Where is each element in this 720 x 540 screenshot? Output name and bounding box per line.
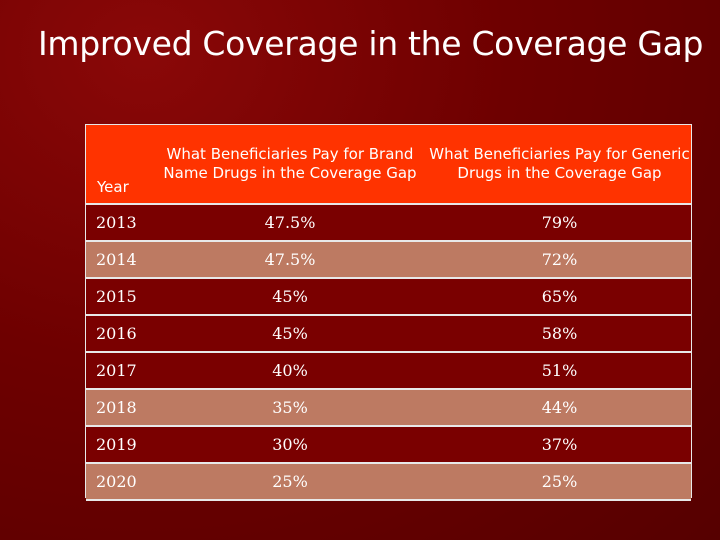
cell-generic: 25% — [428, 463, 691, 501]
cell-year: 2015 — [86, 278, 152, 316]
slide-title: Improved Coverage in the Coverage Gap — [38, 24, 704, 63]
cell-year: 2020 — [86, 463, 152, 501]
header-year: Year — [86, 125, 152, 205]
cell-brand: 47.5% — [152, 204, 428, 242]
header-generic: What Beneficiaries Pay for Generic Drugs… — [428, 125, 691, 205]
cell-year: 2018 — [86, 389, 152, 427]
table-row: 2017 40% 51% — [86, 352, 691, 390]
coverage-table: Year What Beneficiaries Pay for Brand Na… — [86, 125, 691, 501]
cell-brand: 45% — [152, 315, 428, 353]
header-brand-name: What Beneficiaries Pay for Brand Name Dr… — [152, 125, 428, 205]
cell-generic: 79% — [428, 204, 691, 242]
cell-year: 2017 — [86, 352, 152, 390]
table-row: 2016 45% 58% — [86, 315, 691, 353]
table-header-row: Year What Beneficiaries Pay for Brand Na… — [86, 125, 691, 205]
cell-brand: 40% — [152, 352, 428, 390]
table-row: 2014 47.5% 72% — [86, 241, 691, 279]
cell-brand: 45% — [152, 278, 428, 316]
cell-generic: 65% — [428, 278, 691, 316]
cell-brand: 35% — [152, 389, 428, 427]
table-row: 2013 47.5% 79% — [86, 204, 691, 242]
table-row: 2019 30% 37% — [86, 426, 691, 464]
cell-year: 2019 — [86, 426, 152, 464]
cell-brand: 47.5% — [152, 241, 428, 279]
table-row: 2018 35% 44% — [86, 389, 691, 427]
cell-year: 2016 — [86, 315, 152, 353]
cell-generic: 72% — [428, 241, 691, 279]
cell-brand: 25% — [152, 463, 428, 501]
cell-year: 2014 — [86, 241, 152, 279]
coverage-table-container: Year What Beneficiaries Pay for Brand Na… — [85, 124, 692, 501]
table-row: 2015 45% 65% — [86, 278, 691, 316]
cell-generic: 51% — [428, 352, 691, 390]
cell-generic: 44% — [428, 389, 691, 427]
cell-generic: 58% — [428, 315, 691, 353]
cell-year: 2013 — [86, 204, 152, 242]
table-row: 2020 25% 25% — [86, 463, 691, 501]
cell-generic: 37% — [428, 426, 691, 464]
cell-brand: 30% — [152, 426, 428, 464]
